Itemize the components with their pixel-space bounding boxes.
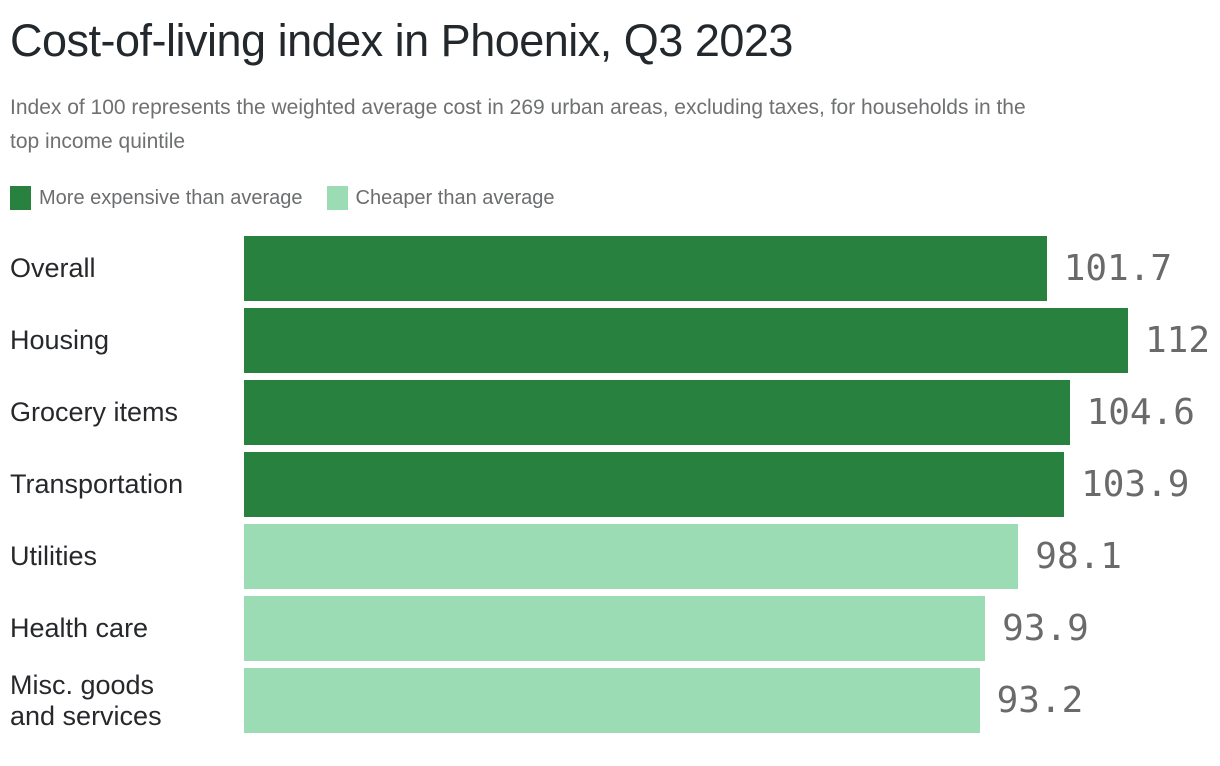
- legend-item-more-expensive: More expensive than average: [10, 186, 303, 210]
- category-label: Housing: [10, 325, 110, 356]
- category-label: Utilities: [10, 541, 98, 572]
- value-label: 103.9: [1081, 464, 1190, 505]
- category-label: Health care: [10, 613, 149, 644]
- chart-row: Misc. goods and services 93.2: [10, 668, 1220, 733]
- category-label: Transportation: [10, 469, 184, 500]
- chart-row: Housing 112: [10, 308, 1220, 373]
- chart-title: Cost-of-living index in Phoenix, Q3 2023: [10, 15, 793, 66]
- bar: [244, 596, 986, 661]
- bar-chart: Overall 101.7 Housing 112 Grocery items 104.6…: [10, 236, 1220, 733]
- value-label: 112: [1145, 320, 1211, 361]
- chart-subtitle-line-2: top income quintile: [10, 130, 186, 153]
- category-label: Overall: [10, 253, 96, 284]
- chart-row: Transportation 103.9: [10, 452, 1220, 517]
- value-label: 98.1: [1035, 536, 1122, 577]
- chart-subtitle-line-1: Index of 100 represents the weighted ave…: [10, 96, 1026, 119]
- bar: [244, 524, 1019, 589]
- value-label: 104.6: [1086, 392, 1195, 433]
- legend: More expensive than average Cheaper than…: [10, 186, 1220, 210]
- chart-row: Utilities 98.1: [10, 524, 1220, 589]
- value-label: 93.2: [996, 680, 1084, 721]
- category-label: Grocery items: [10, 397, 179, 428]
- legend-label-cheaper: Cheaper than average: [355, 186, 555, 209]
- bar: [244, 668, 980, 733]
- bar: [244, 308, 1128, 373]
- legend-label-more-expensive: More expensive than average: [39, 186, 303, 209]
- chart-row: Grocery items 104.6: [10, 380, 1220, 445]
- value-label: 93.9: [1002, 608, 1089, 649]
- chart-row: Overall 101.7: [10, 236, 1220, 301]
- legend-swatch-more-expensive: [10, 186, 31, 210]
- category-label: Misc. goods and services: [10, 670, 162, 731]
- legend-swatch-cheaper: [326, 186, 348, 210]
- bar: [244, 452, 1065, 517]
- chart-row: Health care 93.9: [10, 596, 1220, 661]
- bar: [244, 236, 1047, 301]
- bar: [244, 380, 1070, 445]
- legend-item-cheaper: Cheaper than average: [326, 186, 555, 210]
- value-label: 101.7: [1063, 248, 1173, 289]
- chart-subtitle: Index of 100 represents the weighted ave…: [10, 91, 1220, 159]
